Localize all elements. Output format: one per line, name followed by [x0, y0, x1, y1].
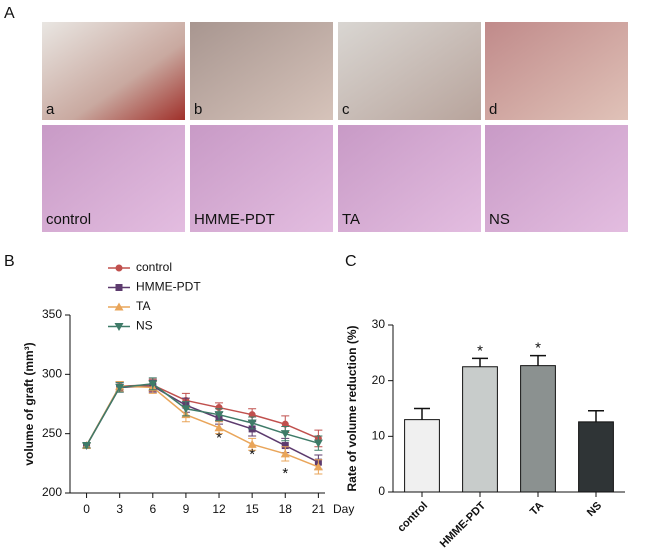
marker: [281, 442, 289, 450]
y-tick-label: 10: [372, 429, 386, 443]
y-axis-label: volume of graft (mm³): [22, 342, 36, 465]
photo-label: control: [46, 211, 91, 228]
marker: [247, 419, 257, 428]
photo-label: HMME-PDT: [194, 211, 275, 228]
x-tick-label: NS: [585, 500, 604, 519]
panel-label: A: [4, 5, 15, 22]
x-tick-label: TA: [528, 500, 546, 518]
y-tick-label: 20: [372, 373, 386, 387]
marker: [281, 420, 289, 428]
marker: [280, 449, 290, 458]
panel-label: C: [345, 253, 357, 270]
photo: [190, 22, 333, 120]
y-tick-label: 300: [42, 367, 62, 381]
legend-label: control: [136, 260, 172, 274]
marker: [114, 323, 124, 331]
marker: [248, 411, 256, 419]
bar: [520, 365, 556, 493]
x-tick-label: 0: [83, 502, 90, 516]
x-tick-label: 3: [116, 502, 123, 516]
photo-label: NS: [489, 211, 510, 228]
histology-image: [485, 125, 628, 232]
photo-label: b: [194, 101, 202, 118]
marker: [215, 404, 223, 412]
annotation: *: [216, 429, 222, 446]
x-tick-label: 15: [245, 502, 259, 516]
y-tick-label: 200: [42, 485, 62, 499]
annotation: *: [249, 446, 255, 463]
photo: [485, 22, 628, 120]
y-tick-label: 0: [378, 484, 385, 498]
y-tick-label: 350: [42, 307, 62, 321]
photo-label: a: [46, 101, 55, 118]
marker: [115, 284, 123, 291]
x-tick-label: control: [395, 500, 430, 535]
x-tick-label: 12: [212, 502, 226, 516]
error-bar: [588, 409, 604, 422]
panel-label: B: [4, 253, 15, 270]
photo-label: TA: [342, 211, 360, 228]
marker: [214, 411, 224, 420]
marker: [82, 442, 92, 451]
marker: [313, 462, 323, 471]
bar: [462, 366, 498, 493]
x-axis-label: Day: [333, 502, 354, 516]
photo: [338, 22, 481, 120]
x-tick-label: HMME-PDT: [438, 500, 489, 551]
marker: [148, 380, 158, 389]
bar: [404, 419, 440, 493]
histology-image: [42, 125, 185, 232]
marker: [115, 264, 123, 272]
y-tick-label: 30: [372, 317, 386, 331]
marker: [181, 405, 191, 414]
legend-label: NS: [136, 319, 153, 333]
x-tick-label: 21: [312, 502, 326, 516]
x-tick-label: 6: [149, 502, 156, 516]
x-tick-label: 18: [279, 502, 293, 516]
marker: [247, 439, 257, 448]
photo-label: c: [342, 101, 350, 118]
marker: [280, 430, 290, 439]
error-bar: [472, 357, 488, 367]
histology-image: [338, 125, 481, 232]
significance-label: *: [477, 342, 483, 359]
bar: [578, 421, 614, 493]
y-tick-label: 250: [42, 426, 62, 440]
x-tick-label: 9: [183, 502, 190, 516]
significance-label: *: [535, 340, 541, 357]
annotation: *: [282, 465, 288, 482]
error-bar: [414, 407, 430, 420]
marker: [114, 302, 124, 311]
y-axis-label: Rate of volume reduction (%): [345, 325, 359, 491]
histology-image: [190, 125, 333, 232]
error-bar: [530, 354, 546, 366]
marker: [115, 383, 125, 392]
photo-label: d: [489, 101, 497, 118]
series-line: [85, 384, 319, 446]
series-line: [85, 383, 319, 446]
legend-label: HMME-PDT: [136, 280, 201, 294]
marker: [313, 439, 323, 448]
photo: [42, 22, 185, 120]
legend-label: TA: [136, 299, 150, 313]
marker: [214, 423, 224, 432]
